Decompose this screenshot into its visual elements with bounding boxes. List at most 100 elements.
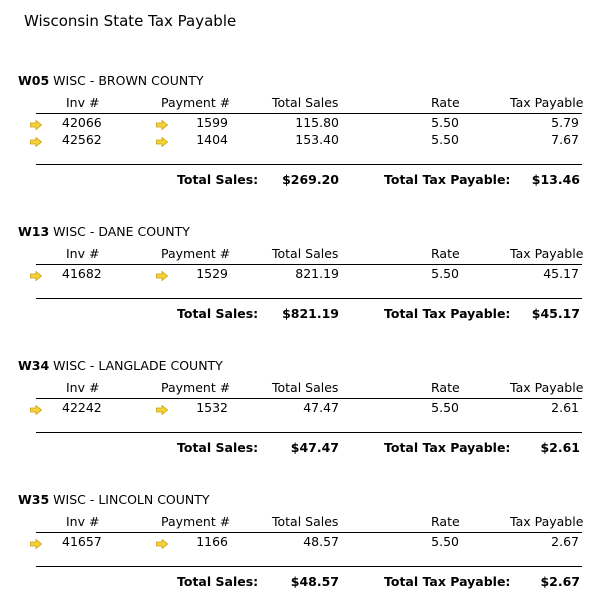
right-arrow-icon[interactable]	[30, 403, 43, 416]
payment-number: 1599	[196, 115, 228, 130]
right-arrow-icon[interactable]	[30, 118, 43, 131]
payment-number: 1529	[196, 266, 228, 281]
col-header-inv: Inv #	[66, 514, 100, 529]
county-code: W34	[18, 358, 50, 373]
total-tax-payable-value: $2.67	[540, 574, 580, 589]
county-name: WISC - LINCOLN COUNTY	[53, 492, 210, 507]
col-header-tax-payable: Tax Payable	[510, 95, 584, 110]
right-arrow-icon[interactable]	[156, 118, 169, 131]
totals-divider	[36, 432, 582, 433]
row-rate: 5.50	[431, 132, 459, 147]
right-arrow-icon[interactable]	[156, 269, 169, 282]
total-sales-value: $47.47	[290, 440, 339, 455]
invoice-number: 42066	[62, 115, 102, 130]
total-sales-label: Total Sales:	[177, 574, 259, 589]
totals-divider	[36, 566, 582, 567]
total-tax-payable-value: $2.61	[540, 440, 580, 455]
col-header-total-sales: Total Sales	[272, 246, 339, 261]
row-tax-payable: 2.61	[551, 400, 579, 415]
payment-number: 1404	[196, 132, 228, 147]
table-row: 42066 1599 115.80 5.50 5.79	[0, 115, 610, 132]
total-sales-label: Total Sales:	[177, 172, 259, 187]
col-header-rate: Rate	[431, 514, 460, 529]
row-rate: 5.50	[431, 400, 459, 415]
row-total-sales: 821.19	[295, 266, 339, 281]
totals-divider	[36, 298, 582, 299]
total-sales-value: $48.57	[290, 574, 339, 589]
row-total-sales: 48.57	[303, 534, 339, 549]
col-header-payment: Payment #	[161, 514, 231, 529]
row-rate: 5.50	[431, 266, 459, 281]
payment-number: 1532	[196, 400, 228, 415]
right-arrow-icon[interactable]	[30, 537, 43, 550]
county-code: W13	[18, 224, 50, 239]
row-rate: 5.50	[431, 115, 459, 130]
total-tax-payable-value: $13.46	[531, 172, 580, 187]
county-name: WISC - DANE COUNTY	[53, 224, 190, 239]
col-header-rate: Rate	[431, 380, 460, 395]
table-row: 41682 1529 821.19 5.50 45.17	[0, 266, 610, 283]
header-divider	[36, 264, 582, 265]
row-tax-payable: 7.67	[551, 132, 579, 147]
county-name: WISC - LANGLADE COUNTY	[53, 358, 223, 373]
table-row: 42562 1404 153.40 5.50 7.67	[0, 132, 610, 149]
total-sales-label: Total Sales:	[177, 440, 259, 455]
invoice-number: 42562	[62, 132, 102, 147]
col-header-payment: Payment #	[161, 380, 231, 395]
county-section: W05 WISC - BROWN COUNTY Inv # Payment # Tot…	[0, 73, 610, 191]
section-heading: W13 WISC - DANE COUNTY	[18, 224, 190, 239]
total-tax-payable-label: Total Tax Payable:	[384, 306, 511, 321]
header-divider	[36, 398, 582, 399]
row-tax-payable: 5.79	[551, 115, 579, 130]
total-tax-payable-label: Total Tax Payable:	[384, 440, 511, 455]
county-code: W05	[18, 73, 50, 88]
right-arrow-icon[interactable]	[156, 537, 169, 550]
row-total-sales: 153.40	[295, 132, 339, 147]
table-row: 42242 1532 47.47 5.50 2.61	[0, 400, 610, 417]
col-header-inv: Inv #	[66, 380, 100, 395]
col-header-tax-payable: Tax Payable	[510, 246, 584, 261]
total-sales-value: $821.19	[282, 306, 339, 321]
header-divider	[36, 532, 582, 533]
section-heading: W34 WISC - LANGLADE COUNTY	[18, 358, 223, 373]
row-rate: 5.50	[431, 534, 459, 549]
county-section: W34 WISC - LANGLADE COUNTY Inv # Payment #…	[0, 358, 610, 476]
col-header-payment: Payment #	[161, 95, 231, 110]
section-heading: W05 WISC - BROWN COUNTY	[18, 73, 203, 88]
totals-divider	[36, 164, 582, 165]
col-header-tax-payable: Tax Payable	[510, 380, 584, 395]
table-row: 41657 1166 48.57 5.50 2.67	[0, 534, 610, 551]
right-arrow-icon[interactable]	[30, 269, 43, 282]
invoice-number: 41657	[62, 534, 102, 549]
section-heading: W35 WISC - LINCOLN COUNTY	[18, 492, 210, 507]
row-total-sales: 47.47	[303, 400, 339, 415]
row-tax-payable: 2.67	[551, 534, 579, 549]
row-tax-payable: 45.17	[543, 266, 579, 281]
right-arrow-icon[interactable]	[156, 135, 169, 148]
col-header-inv: Inv #	[66, 95, 100, 110]
county-name: WISC - BROWN COUNTY	[53, 73, 204, 88]
county-section: W13 WISC - DANE COUNTY Inv # Payment # Tota…	[0, 224, 610, 342]
total-tax-payable-value: $45.17	[531, 306, 580, 321]
page-title: Wisconsin State Tax Payable	[24, 12, 237, 30]
payment-number: 1166	[196, 534, 228, 549]
row-total-sales: 115.80	[295, 115, 339, 130]
right-arrow-icon[interactable]	[156, 403, 169, 416]
right-arrow-icon[interactable]	[30, 135, 43, 148]
invoice-number: 42242	[62, 400, 102, 415]
col-header-rate: Rate	[431, 95, 460, 110]
county-section: W35 WISC - LINCOLN COUNTY Inv # Payment # T…	[0, 492, 610, 610]
col-header-total-sales: Total Sales	[272, 95, 339, 110]
header-divider	[36, 113, 582, 114]
total-tax-payable-label: Total Tax Payable:	[384, 574, 511, 589]
col-header-payment: Payment #	[161, 246, 231, 261]
col-header-total-sales: Total Sales	[272, 380, 339, 395]
total-tax-payable-label: Total Tax Payable:	[384, 172, 511, 187]
col-header-total-sales: Total Sales	[272, 514, 339, 529]
col-header-tax-payable: Tax Payable	[510, 514, 584, 529]
col-header-rate: Rate	[431, 246, 460, 261]
invoice-number: 41682	[62, 266, 102, 281]
col-header-inv: Inv #	[66, 246, 100, 261]
total-sales-label: Total Sales:	[177, 306, 259, 321]
county-code: W35	[18, 492, 50, 507]
